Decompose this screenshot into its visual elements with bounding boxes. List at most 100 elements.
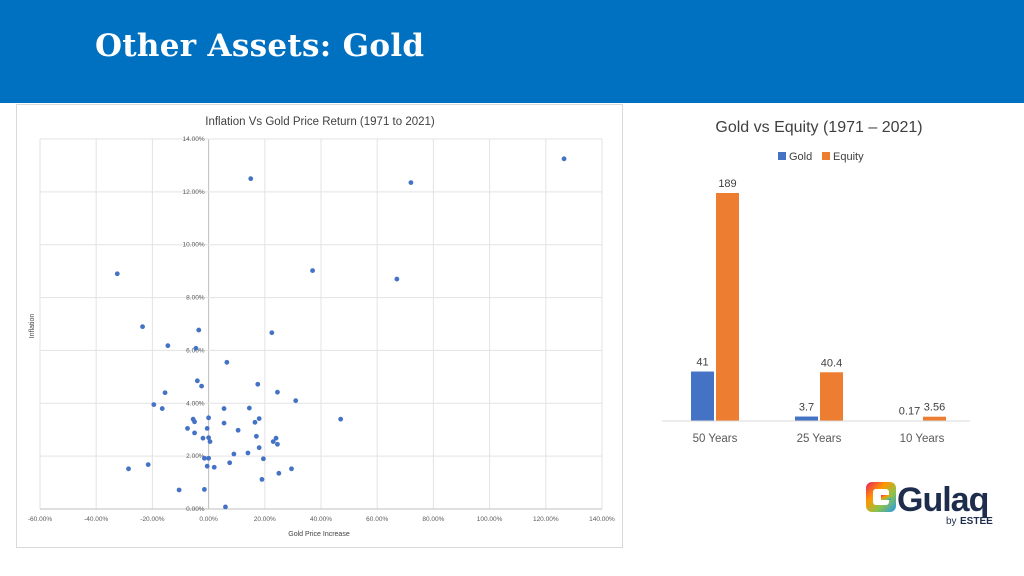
scatter-point [275, 389, 280, 395]
scatter-chart: Inflation Vs Gold Price Return (1971 to … [28, 116, 615, 538]
scatter-x-tick-label: -60.00% [28, 516, 52, 523]
scatter-point [176, 487, 182, 493]
scatter-y-tick-label: 12.00% [183, 189, 205, 196]
bar-data-label: 40.4 [821, 357, 842, 369]
scatter-point [270, 439, 276, 445]
bar-data-label: 3.7 [799, 402, 814, 414]
scatter-point [151, 402, 157, 408]
scatter-point [289, 466, 294, 472]
bar-data-label: 3.56 [924, 402, 945, 414]
scatter-point [235, 427, 241, 433]
scatter-point [275, 441, 280, 447]
scatter-x-axis-label: Gold Price Increase [288, 531, 350, 538]
scatter-point [145, 462, 151, 467]
scatter-point [561, 156, 567, 162]
scatter-y-tick-label: 4.00% [186, 400, 205, 407]
scatter-point [207, 439, 213, 445]
scatter-point [246, 405, 252, 411]
scatter-point [259, 477, 265, 482]
scatter-point [224, 359, 230, 365]
scatter-point [196, 327, 202, 333]
scatter-point [193, 345, 199, 351]
scatter-point [206, 455, 212, 461]
bar-equity [716, 193, 739, 421]
scatter-point [221, 420, 227, 426]
scatter-point [206, 415, 212, 421]
slide-header: Other Assets: Gold [0, 0, 1024, 103]
scatter-point [211, 464, 217, 470]
scatter-point [276, 470, 282, 476]
scatter-y-tick-label: 0.00% [186, 506, 205, 513]
scatter-point [252, 419, 258, 425]
scatter-x-tick-label: 0.00% [199, 516, 218, 523]
scatter-y-tick-label: 2.00% [186, 453, 205, 460]
scatter-point [293, 398, 299, 404]
bar-data-label: 0.17 [899, 406, 920, 418]
scatter-point [206, 435, 212, 441]
scatter-chart-panel: Inflation Vs Gold Price Return (1971 to … [16, 104, 623, 548]
scatter-point [253, 433, 259, 439]
scatter-point [201, 455, 207, 461]
scatter-tick-labels: -60.00% -40.00% -20.00% 0.00% 20.00% 40.00% 60… [28, 136, 615, 523]
bar-category-label: 10 Years [900, 433, 945, 445]
bar-gold [691, 371, 714, 421]
bar-legend: Gold Equity [778, 151, 864, 163]
scatter-y-axis-label: Inflation [29, 314, 36, 339]
scatter-point [231, 451, 237, 457]
gulaq-logo: Gulaq by ESTEE [864, 478, 1004, 528]
scatter-x-tick-label: 40.00% [310, 516, 332, 523]
logo-wordmark: Gulaq [897, 481, 988, 519]
scatter-point [200, 435, 206, 441]
legend-swatch-equity [822, 152, 830, 160]
bar-category-label: 50 Years [693, 433, 738, 445]
legend-label-gold: Gold [789, 151, 812, 163]
logo-company-label: ESTEE [960, 516, 993, 527]
scatter-y-tick-label: 14.00% [183, 136, 205, 143]
scatter-point [204, 425, 210, 431]
scatter-y-tick-label: 6.00% [186, 347, 205, 354]
scatter-x-tick-label: 140.00% [589, 516, 615, 523]
scatter-x-tick-label: 60.00% [366, 516, 388, 523]
scatter-x-tick-label: -40.00% [84, 516, 108, 523]
scatter-point [338, 416, 344, 422]
scatter-points [114, 156, 567, 510]
scatter-point [245, 450, 251, 456]
scatter-point [165, 343, 171, 349]
bar-equity [923, 416, 946, 421]
scatter-point [201, 487, 207, 492]
scatter-point [162, 390, 168, 396]
scatter-point [223, 504, 228, 510]
scatter-point [199, 383, 204, 389]
scatter-x-tick-label: 100.00% [477, 516, 503, 523]
scatter-point [269, 330, 275, 336]
scatter-point [273, 435, 279, 441]
scatter-y-tick-label: 8.00% [186, 295, 205, 302]
scatter-point [192, 430, 197, 436]
bar-category-label: 25 Years [797, 433, 842, 445]
scatter-x-tick-label: 120.00% [533, 516, 559, 523]
scatter-x-tick-label: 80.00% [422, 516, 444, 523]
scatter-point [260, 456, 266, 462]
bar-data-label: 41 [696, 357, 708, 369]
logo-by-label: by [946, 516, 957, 527]
scatter-x-tick-label: -20.00% [140, 516, 164, 523]
scatter-point [126, 466, 131, 472]
scatter-point [408, 180, 414, 186]
scatter-point [140, 324, 145, 330]
scatter-chart-title: Inflation Vs Gold Price Return (1971 to … [205, 116, 435, 128]
slide-title: Other Assets: Gold [95, 28, 425, 64]
legend-swatch-gold [778, 152, 786, 160]
scatter-point [204, 463, 210, 469]
scatter-point [221, 406, 227, 411]
scatter-gridlines [39, 138, 603, 510]
bar-equity [820, 372, 843, 421]
scatter-point [310, 268, 315, 274]
scatter-point [192, 419, 197, 425]
scatter-point [256, 416, 262, 422]
bar-chart-panel: Gold vs Equity (1971 – 2021) Gold Equity… [660, 104, 1000, 464]
bar-gold [795, 416, 818, 421]
scatter-point [394, 276, 400, 282]
scatter-point [194, 378, 200, 384]
bar-marks: 41 189 50 Years 3.7 40.4 25 Years 0.17 3.56 10 Y… [691, 178, 946, 445]
scatter-point [114, 271, 120, 277]
